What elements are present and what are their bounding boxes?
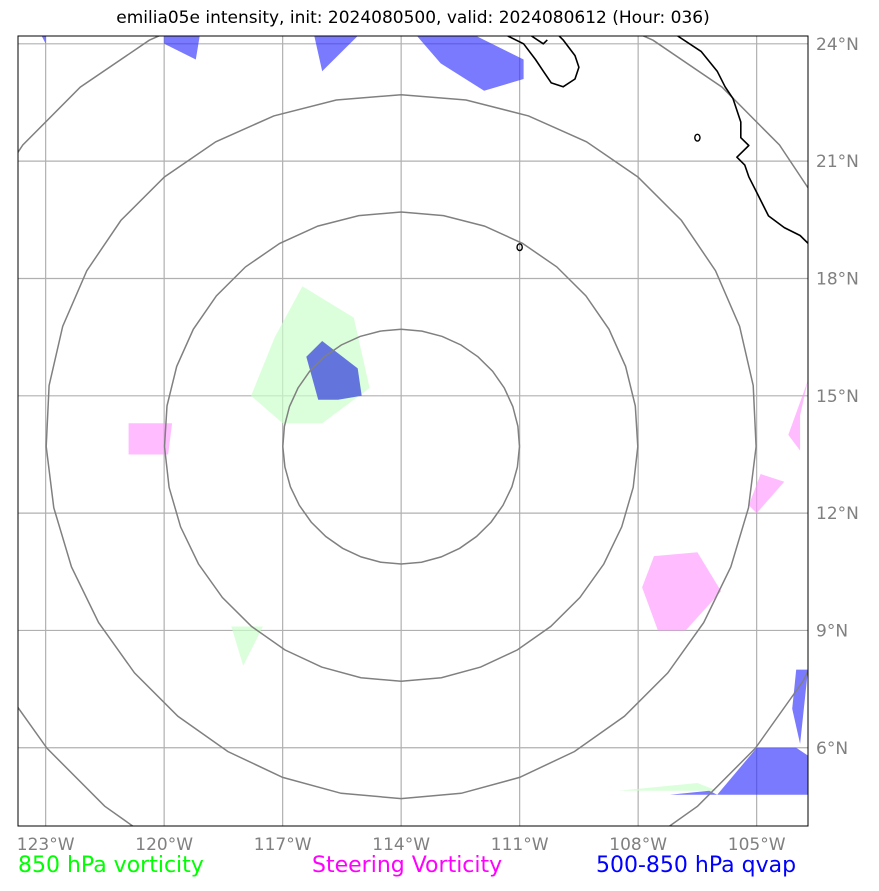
legend-850-vorticity: 850 hPa vorticity: [18, 853, 204, 878]
lat-tick-label: 15°N: [816, 387, 859, 407]
legend-qvap: 500-850 hPa qvap: [596, 853, 797, 878]
qvap-area: [164, 36, 200, 60]
lon-tick-label: 123°W: [17, 835, 75, 855]
map-title: emilia05e intensity, init: 2024080500, v…: [116, 8, 710, 28]
island: [516, 243, 523, 252]
qvap-area: [417, 36, 524, 91]
coastlines: [507, 36, 808, 252]
qvap-area: [717, 747, 808, 795]
lon-tick-label: 114°W: [372, 835, 430, 855]
lat-tick-label: 24°N: [816, 35, 859, 55]
qvap-area: [792, 669, 808, 744]
coastline: [531, 36, 548, 45]
plot-frame: [17, 35, 809, 827]
latitude-tick-labels: 6°N 9°N 12°N 15°N 18°N 21°N 24°N: [816, 35, 859, 759]
filled-fields: [41, 36, 808, 795]
lon-tick-label: 120°W: [135, 835, 193, 855]
lon-tick-label: 105°W: [728, 835, 786, 855]
range-ring: [163, 211, 639, 683]
legend-steering-vorticity: Steering Vorticity: [312, 853, 503, 878]
island: [694, 133, 701, 142]
steering-vorticity-area: [788, 380, 808, 451]
lat-tick-label: 21°N: [816, 152, 859, 172]
qvap-area: [669, 790, 718, 795]
coastline: [507, 36, 580, 88]
lat-tick-label: 18°N: [816, 269, 859, 289]
lon-tick-label: 108°W: [609, 835, 667, 855]
lon-tick-label: 117°W: [254, 835, 312, 855]
vort850-area: [618, 783, 718, 791]
vort850-area: [231, 626, 263, 666]
qvap-area: [41, 36, 46, 44]
range-ring: [282, 328, 521, 565]
lon-tick-label: 111°W: [491, 835, 549, 855]
qvap-area: [314, 36, 358, 72]
longitude-tick-labels: 123°W 120°W 117°W 114°W 111°W 108°W 105°W: [17, 835, 786, 855]
steering-vorticity-area: [748, 474, 785, 514]
steering-vorticity-area: [128, 423, 173, 455]
lat-tick-label: 12°N: [816, 504, 859, 524]
lat-tick-label: 9°N: [816, 621, 848, 641]
lat-tick-label: 6°N: [816, 739, 848, 759]
range-ring: [45, 93, 757, 800]
steering-vorticity-area: [642, 552, 722, 631]
qvap-area: [306, 341, 362, 400]
coastline: [677, 36, 808, 244]
